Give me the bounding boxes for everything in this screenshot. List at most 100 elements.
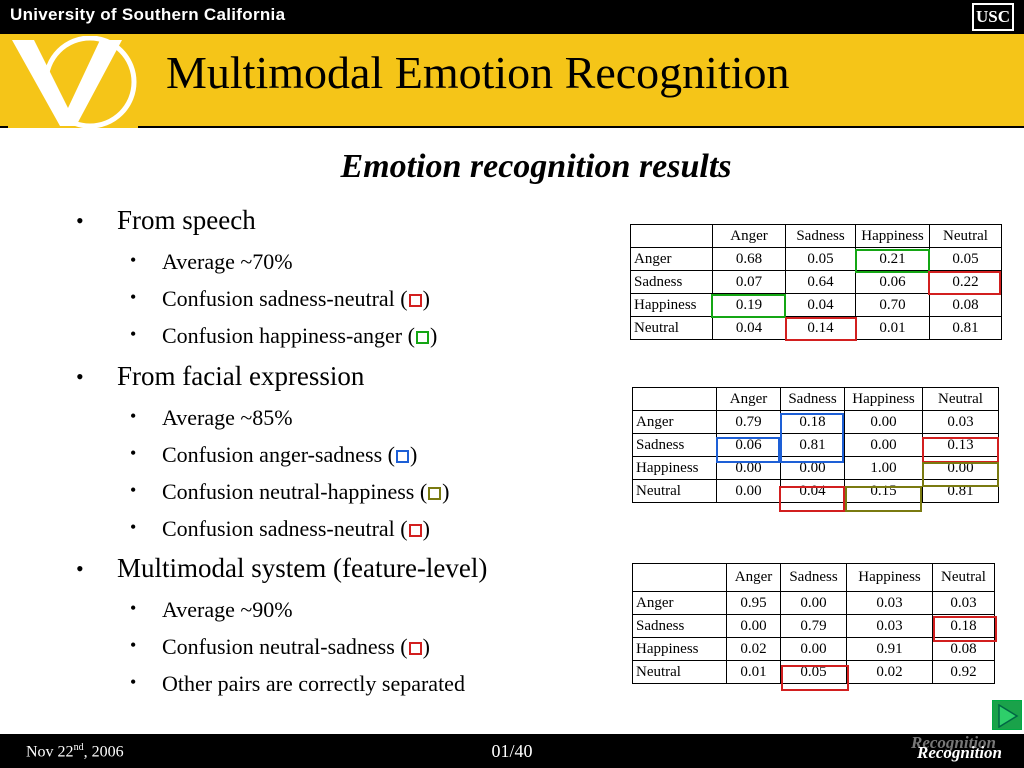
row-label: Happiness [630, 293, 713, 317]
table-cell: 0.08 [932, 637, 995, 661]
table-row: Neutral 0.01 0.05 0.02 0.92 [632, 660, 995, 684]
speech-average: Average ~70% [162, 249, 293, 274]
date-text: Nov 22 [26, 743, 74, 761]
table-cell: 0.03 [846, 614, 933, 638]
table-cell: 0.95 [726, 591, 781, 615]
bullet-dot: • [130, 480, 137, 500]
table-cell: 0.91 [846, 637, 933, 661]
table-cell: 0.70 [855, 293, 930, 317]
bullet-speech: From speech [117, 205, 256, 235]
face-confusion-1: Confusion anger-sadness () [162, 442, 417, 468]
bullet-dot: • [130, 443, 137, 463]
table-header: Anger [716, 387, 781, 411]
next-slide-button[interactable] [992, 700, 1022, 730]
bullet-dot: • [130, 635, 137, 655]
row-label: Anger [632, 591, 727, 615]
face-confusion-1-text: Confusion anger-sadness ( [162, 442, 395, 467]
page-number: 01/40 [491, 741, 533, 761]
row-label: Anger [632, 410, 717, 434]
face-confusion-3: Confusion sadness-neutral () [162, 516, 430, 542]
table-cell: 0.64 [785, 270, 856, 294]
date-year: , 2006 [83, 743, 124, 761]
bullet-dot: • [130, 598, 137, 618]
table-cell: 0.00 [780, 637, 847, 661]
table-cell: 0.18 [780, 410, 845, 434]
face-average: Average ~85% [162, 405, 293, 430]
table-cell: 0.04 [780, 479, 845, 503]
table-cell: 0.02 [726, 637, 781, 661]
row-label: Neutral [632, 479, 717, 503]
footer-date: Nov 22nd, 2006 [26, 742, 124, 761]
table-cell: 0.08 [929, 293, 1002, 317]
row-label: Happiness [632, 637, 727, 661]
table-cell: 0.00 [922, 456, 999, 480]
table-row: Neutral 0.00 0.04 0.15 0.81 [632, 479, 999, 503]
date-superscript: nd [73, 742, 84, 753]
speech-confusion-2-text: Confusion happiness-anger ( [162, 323, 415, 348]
table-corner-cell [630, 224, 713, 248]
table-cell: 0.00 [844, 410, 923, 434]
bullet-dot: • [130, 517, 137, 537]
table-header-row: Anger Sadness Happiness Neutral [632, 563, 995, 592]
table-row: Anger 0.79 0.18 0.00 0.03 [632, 410, 999, 434]
table-cell: 0.68 [712, 247, 786, 271]
table-cell: 0.19 [712, 293, 786, 317]
table-header: Anger [712, 224, 786, 248]
slide-subtitle: Emotion recognition results [340, 148, 732, 185]
table-row: Anger 0.68 0.05 0.21 0.05 [630, 247, 1002, 271]
row-label: Anger [630, 247, 713, 271]
bullet-multimodal: Multimodal system (feature-level) [117, 553, 488, 583]
v-logo-icon [8, 36, 138, 128]
table-row: Anger 0.95 0.00 0.03 0.03 [632, 591, 995, 615]
table-cell: 0.07 [712, 270, 786, 294]
table-row: Happiness 0.00 0.00 1.00 0.00 [632, 456, 999, 480]
table-header: Happiness [846, 563, 933, 592]
table-header: Neutral [922, 387, 999, 411]
table-header: Sadness [780, 387, 845, 411]
bullet-dot: • [130, 672, 137, 692]
close-paren: ) [422, 516, 430, 541]
table-cell: 0.81 [929, 316, 1002, 340]
table-cell: 0.00 [844, 433, 923, 457]
title-bar [0, 34, 1024, 128]
table-row: Sadness 0.00 0.79 0.03 0.18 [632, 614, 995, 638]
multi-other: Other pairs are correctly separated [162, 671, 465, 696]
row-label: Neutral [632, 660, 727, 684]
table-cell: 0.04 [712, 316, 786, 340]
row-label: Sadness [632, 614, 727, 638]
table-header-row: Anger Sadness Happiness Neutral [632, 387, 999, 411]
table-header-row: Anger Sadness Happiness Neutral [630, 224, 1002, 248]
table-cell: 0.00 [726, 614, 781, 638]
section-label-shadow: Recognition [910, 733, 996, 752]
multi-confusion-1: Confusion neutral-sadness () [162, 634, 430, 660]
table-cell: 0.00 [716, 456, 781, 480]
olive-square-icon [428, 487, 442, 500]
table-cell: 0.00 [716, 479, 781, 503]
table-cell: 0.22 [929, 270, 1002, 294]
footer-bar: Nov 22nd, 2006 01/40 Recognition Recogni… [0, 733, 1024, 768]
table-header: Anger [726, 563, 781, 592]
table-row: Happiness 0.19 0.04 0.70 0.08 [630, 293, 1002, 317]
row-label: Neutral [630, 316, 713, 340]
table-corner-cell [632, 563, 727, 592]
close-paren: ) [422, 634, 430, 659]
red-square-icon [408, 642, 422, 655]
multi-confusion-1-text: Confusion neutral-sadness ( [162, 634, 408, 659]
table-cell: 0.15 [844, 479, 923, 503]
table-header: Happiness [844, 387, 923, 411]
face-confusion-3-text: Confusion sadness-neutral ( [162, 516, 408, 541]
speech-confusion-1: Confusion sadness-neutral () [162, 286, 430, 312]
bullet-dot: • [76, 556, 84, 581]
bullet-dot: • [130, 287, 137, 307]
section-label: Recognition [916, 743, 1002, 762]
table-cell: 0.79 [780, 614, 847, 638]
row-label: Sadness [630, 270, 713, 294]
multimodal-confusion-table: Anger Sadness Happiness Neutral Anger 0.… [632, 563, 995, 684]
close-paren: ) [429, 323, 438, 348]
table-cell: 0.01 [855, 316, 930, 340]
slide-title: Multimodal Emotion Recognition [166, 47, 790, 98]
table-header: Sadness [785, 224, 856, 248]
face-confusion-2-text: Confusion neutral-happiness ( [162, 479, 428, 504]
table-cell: 0.04 [785, 293, 856, 317]
table-row: Neutral 0.04 0.14 0.01 0.81 [630, 316, 1002, 340]
